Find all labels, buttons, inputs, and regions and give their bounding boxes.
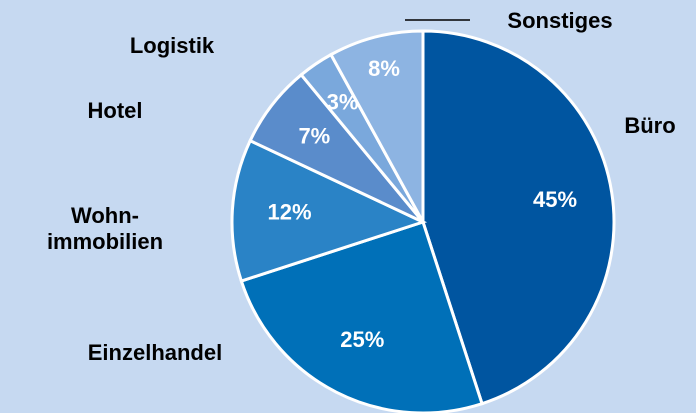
value-label: 12%	[268, 199, 312, 224]
pie-slice	[239, 220, 484, 413]
category-label: Einzelhandel	[88, 340, 222, 365]
category-label: Wohn-immobilien	[47, 203, 163, 254]
category-label: Sonstiges	[507, 8, 612, 33]
value-label: 7%	[298, 124, 330, 149]
pie-slice	[230, 138, 428, 283]
category-label: Hotel	[88, 98, 143, 123]
category-label: Logistik	[130, 33, 215, 58]
pie-slice	[421, 29, 616, 406]
pie-slice	[328, 29, 425, 223]
value-label: 25%	[340, 327, 384, 352]
category-label: Büro	[624, 113, 675, 138]
value-label: 8%	[368, 56, 400, 81]
value-label: 45%	[533, 187, 577, 212]
